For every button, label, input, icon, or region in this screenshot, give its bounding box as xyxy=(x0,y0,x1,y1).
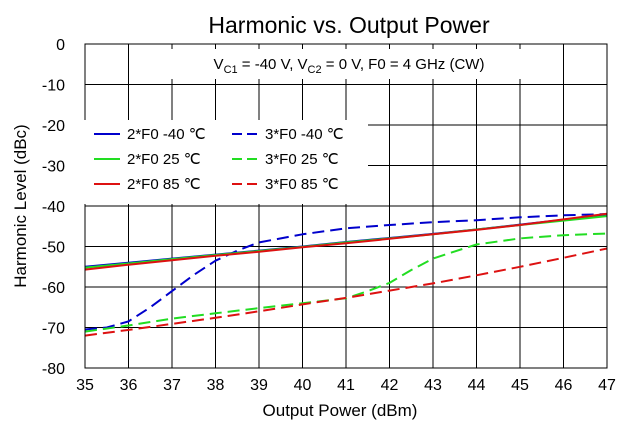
y-tick-label: -70 xyxy=(42,321,65,338)
y-tick-label: -80 xyxy=(42,361,65,378)
legend-background xyxy=(84,120,368,204)
x-tick-label: 36 xyxy=(120,377,138,394)
y-tick-label: -60 xyxy=(42,280,65,297)
x-tick-label: 42 xyxy=(381,377,399,394)
series-line-4 xyxy=(84,212,608,271)
legend-label: 2*F0 85 ℃ xyxy=(127,176,201,193)
legend-label: 3*F0 85 ℃ xyxy=(265,176,339,193)
x-tick-labels: 35 36 37 38 39 40 41 42 43 44 45 46 47 xyxy=(76,377,616,394)
legend-label: 3*F0 -40 ℃ xyxy=(265,126,344,143)
legend-label: 2*F0 25 ℃ xyxy=(127,151,201,168)
series-line-5 xyxy=(84,247,608,337)
x-tick-label: 38 xyxy=(207,377,225,394)
x-tick-label: 44 xyxy=(468,377,486,394)
y-tick-label: -30 xyxy=(42,159,65,176)
y-axis-label: Harmonic Level (dBc) xyxy=(11,124,30,287)
series-line-3 xyxy=(84,232,608,333)
plot-frame xyxy=(84,43,608,369)
y-tick-label: -40 xyxy=(42,199,65,216)
x-tick-label: 40 xyxy=(294,377,312,394)
legend-label: 3*F0 25 ℃ xyxy=(265,151,339,168)
legend: 2*F0 -40 ℃ 3*F0 -40 ℃ 2*F0 25 ℃ 3*F0 25 ℃ 2*… xyxy=(94,126,344,193)
legend-label: 2*F0 -40 ℃ xyxy=(127,126,206,143)
y-tick-label: 0 xyxy=(56,37,65,54)
series-line-1 xyxy=(84,213,608,331)
y-tick-label: -50 xyxy=(42,240,65,257)
x-tick-label: 41 xyxy=(337,377,355,394)
y-tick-label: -10 xyxy=(42,78,65,95)
y-tick-labels: 0 -10 -20 -30 -40 -50 -60 -70 -80 xyxy=(42,37,65,378)
x-axis-label: Output Power (dBm) xyxy=(263,401,418,420)
x-tick-label: 39 xyxy=(250,377,268,394)
x-tick-label: 46 xyxy=(555,377,573,394)
x-tick-label: 37 xyxy=(163,377,181,394)
x-tick-label: 45 xyxy=(511,377,529,394)
series-lines xyxy=(84,212,608,337)
annotation-box xyxy=(150,49,548,79)
x-tick-label: 47 xyxy=(598,377,616,394)
x-tick-label: 35 xyxy=(76,377,94,394)
y-tick-label: -20 xyxy=(42,118,65,135)
chart-title: Harmonic vs. Output Power xyxy=(208,12,490,38)
chart-annotation: VC1 = -40 V, VC2 = 0 V, F0 = 4 GHz (CW) xyxy=(214,56,485,76)
x-tick-label: 43 xyxy=(424,377,442,394)
